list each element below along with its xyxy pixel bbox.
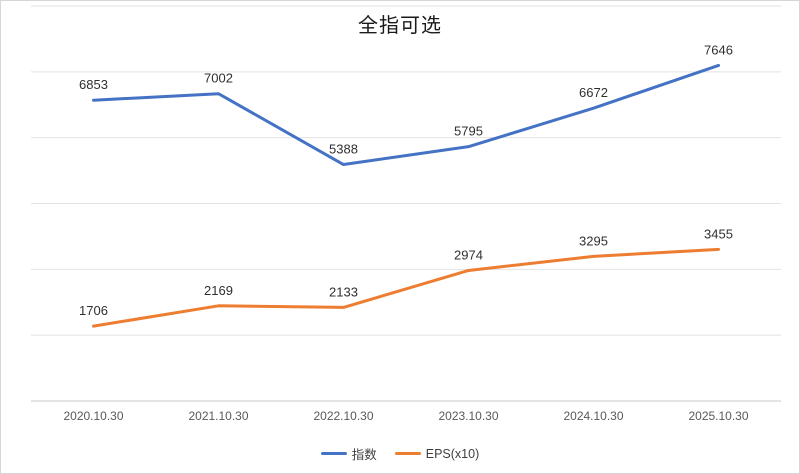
legend-line-swatch: [394, 452, 421, 455]
data-label: 2169: [204, 283, 233, 298]
data-label: 3455: [704, 226, 733, 241]
chart-title: 全指可选: [358, 15, 442, 37]
data-label: 7002: [204, 71, 233, 86]
legend-label: 指数: [351, 448, 377, 462]
data-label: 2133: [329, 284, 358, 299]
data-label: 3295: [579, 233, 608, 248]
x-axis-tick-label: 2022.10.30: [313, 409, 374, 423]
data-label: 2974: [454, 247, 483, 262]
chart-legend: 指数 EPS(x10): [1, 444, 799, 463]
data-label: 7646: [704, 42, 733, 57]
legend-item-0: 指数: [320, 444, 377, 463]
series-line-1: [92, 247, 720, 328]
x-axis-labels: 2020.10.30 2021.10.30 2022.10.30 2023.10.30…: [31, 409, 781, 423]
legend-item-1: EPS(x10): [394, 446, 480, 461]
data-label: 6672: [579, 85, 608, 100]
data-label: 5795: [454, 124, 483, 139]
x-axis-tick-label: 2021.10.30: [188, 409, 249, 423]
x-axis-tick-label: 2020.10.30: [63, 409, 124, 423]
x-axis-tick-label: 2023.10.30: [438, 409, 499, 423]
data-label: 1706: [79, 303, 108, 318]
data-label: 5388: [329, 142, 358, 157]
x-axis-tick-label: 2024.10.30: [563, 409, 624, 423]
legend-line-swatch: [320, 452, 347, 455]
x-axis-tick-label: 2025.10.30: [688, 409, 749, 423]
series-line-0: [92, 63, 720, 167]
legend-label: EPS(x10): [425, 446, 480, 461]
data-label: 6853: [79, 77, 108, 92]
